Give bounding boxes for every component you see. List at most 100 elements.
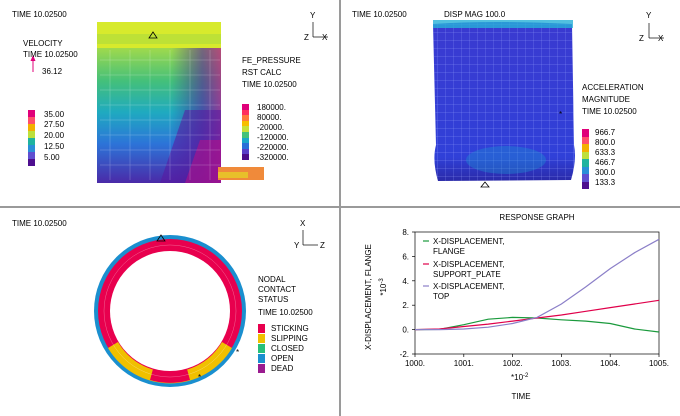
plot-frame bbox=[414, 231, 660, 355]
velocity-legend-12: 12.50 bbox=[44, 142, 65, 151]
legend-label: X-DISPLACEMENT, bbox=[433, 282, 505, 291]
axis-triad-icon bbox=[312, 22, 328, 38]
accel-legend-0: 966.7 bbox=[595, 128, 616, 137]
axis-y-label: Y bbox=[294, 241, 300, 250]
time-label: TIME 10.02500 bbox=[12, 10, 67, 19]
legend-swatch bbox=[242, 143, 249, 149]
pressure-title: FE_PRESSURE bbox=[242, 56, 301, 65]
legend-swatch bbox=[242, 109, 249, 116]
legend-swatch bbox=[28, 110, 35, 117]
velocity-panel[interactable]: TIME 10.02500 VELOCITY TIME 10.02500 36.… bbox=[0, 0, 339, 206]
pressure-legend-4: -220000. bbox=[257, 143, 289, 152]
axis-x-label: X bbox=[658, 34, 664, 43]
series-line bbox=[415, 238, 660, 331]
accel-legend-4: 300.0 bbox=[595, 168, 616, 177]
displacement-plot: * bbox=[433, 20, 664, 188]
y-tick-label: -2. bbox=[400, 350, 409, 359]
velocity-vectors bbox=[100, 50, 220, 180]
pressure-time: TIME 10.02500 bbox=[242, 80, 297, 89]
contact-panel[interactable]: * * TIME 10.02500 NODAL CONTACT STATUS T… bbox=[0, 208, 339, 416]
legend-swatch bbox=[582, 181, 589, 189]
pressure-legend-2: -20000. bbox=[257, 123, 285, 132]
velocity-plot bbox=[30, 22, 328, 183]
svg-text:*: * bbox=[198, 373, 201, 382]
contact-legend: STICKING SLIPPING CLOSED OPEN DEAD bbox=[258, 324, 328, 374]
legend-swatch bbox=[258, 364, 265, 373]
response-graph-panel[interactable]: RESPONSE GRAPH 1000. 1001. 1002. 1003. 1004. 1… bbox=[341, 208, 680, 416]
legend-swatch bbox=[242, 148, 249, 155]
pressure-legend-1: 80000. bbox=[257, 113, 282, 122]
velocity-arrow-icon bbox=[30, 55, 36, 72]
contact-legend-item: SLIPPING bbox=[258, 334, 308, 344]
legend-label: TOP bbox=[433, 292, 449, 301]
accel-legend-2: 633.3 bbox=[595, 148, 616, 157]
accel-legend-bar bbox=[582, 129, 589, 189]
legend-swatch bbox=[28, 138, 35, 145]
x-tick-label: 1000. bbox=[405, 359, 425, 368]
axis-x-label: X bbox=[300, 219, 306, 228]
asterisk-marker-icon: * bbox=[559, 110, 562, 119]
response-graph: RESPONSE GRAPH 1000. 1001. 1002. 1003. 1004. 1… bbox=[364, 213, 669, 401]
velocity-legend-bar bbox=[28, 110, 35, 166]
legend-swatch bbox=[258, 344, 265, 353]
legend-swatch bbox=[28, 159, 35, 166]
triangle-marker-icon bbox=[156, 234, 166, 242]
legend-swatch bbox=[242, 126, 249, 132]
contact-title-3: STATUS bbox=[258, 295, 289, 304]
contact-legend-item: STICKING bbox=[258, 324, 309, 334]
legend-swatch bbox=[242, 154, 249, 160]
velocity-legend-5: 5.00 bbox=[44, 153, 60, 162]
accel-title: ACCELERATION bbox=[582, 83, 644, 92]
contact-time: TIME 10.02500 bbox=[258, 308, 313, 317]
legend-label: CLOSED bbox=[271, 344, 304, 353]
x-tick-label: 1001. bbox=[454, 359, 474, 368]
triangle-marker-icon bbox=[480, 181, 490, 188]
y-tick-label: 8. bbox=[402, 228, 409, 237]
chart-title: RESPONSE GRAPH bbox=[499, 213, 574, 222]
legend-swatch bbox=[28, 117, 35, 124]
horizontal-divider bbox=[0, 206, 680, 208]
axis-x-label: X bbox=[322, 33, 328, 42]
legend-swatch bbox=[28, 145, 35, 152]
legend-swatch bbox=[242, 104, 249, 110]
triangle-marker-icon bbox=[148, 31, 158, 39]
legend-swatch bbox=[242, 115, 249, 121]
disp-mag-title: DISP MAG 100.0 bbox=[444, 10, 506, 19]
y-tick-label: 2. bbox=[402, 301, 409, 310]
top-flange bbox=[433, 20, 573, 28]
x-axis-label: TIME bbox=[511, 392, 530, 401]
legend-swatch bbox=[28, 131, 35, 138]
axis-triad-icon bbox=[302, 230, 318, 246]
velocity-legend-20: 20.00 bbox=[44, 131, 65, 140]
contact-ring-plot: * * bbox=[94, 230, 318, 387]
y-tick-label: 4. bbox=[402, 277, 409, 286]
accel-subtitle: MAGNITUDE bbox=[582, 95, 630, 104]
contact-title-2: CONTACT bbox=[258, 285, 297, 294]
contact-legend-item: CLOSED bbox=[258, 344, 304, 354]
time-label: TIME 10.02500 bbox=[12, 219, 67, 228]
ring-interior bbox=[110, 251, 230, 371]
displacement-panel[interactable]: * TIME 10.02500 DISP MAG 100.0 ACCELERAT… bbox=[341, 0, 680, 206]
y-tick-label: 0. bbox=[402, 326, 409, 335]
legend-swatch bbox=[582, 174, 589, 182]
axis-z-label: Z bbox=[320, 241, 325, 250]
vertical-divider bbox=[339, 0, 341, 416]
legend-label: OPEN bbox=[271, 354, 294, 363]
legend-swatch bbox=[258, 354, 265, 363]
velocity-legend-35: 35.00 bbox=[44, 110, 65, 119]
legend-swatch bbox=[242, 120, 249, 127]
legend-label: STICKING bbox=[271, 324, 309, 333]
legend-swatch bbox=[582, 129, 589, 137]
accel-time: TIME 10.02500 bbox=[582, 107, 637, 116]
contact-legend-item: DEAD bbox=[258, 364, 293, 374]
legend-swatch bbox=[582, 159, 589, 167]
legend-label: DEAD bbox=[271, 364, 294, 373]
legend-label: SUPPORT_PLATE bbox=[433, 270, 501, 279]
slipping-zone bbox=[108, 342, 232, 384]
axis-triad-icon bbox=[648, 23, 664, 39]
legend-swatch bbox=[582, 166, 589, 174]
legend-label: X-DISPLACEMENT, bbox=[433, 260, 505, 269]
pressure-legend-5: -320000. bbox=[257, 153, 289, 162]
x-tick-label: 1002. bbox=[503, 359, 523, 368]
legend-swatch bbox=[582, 144, 589, 152]
